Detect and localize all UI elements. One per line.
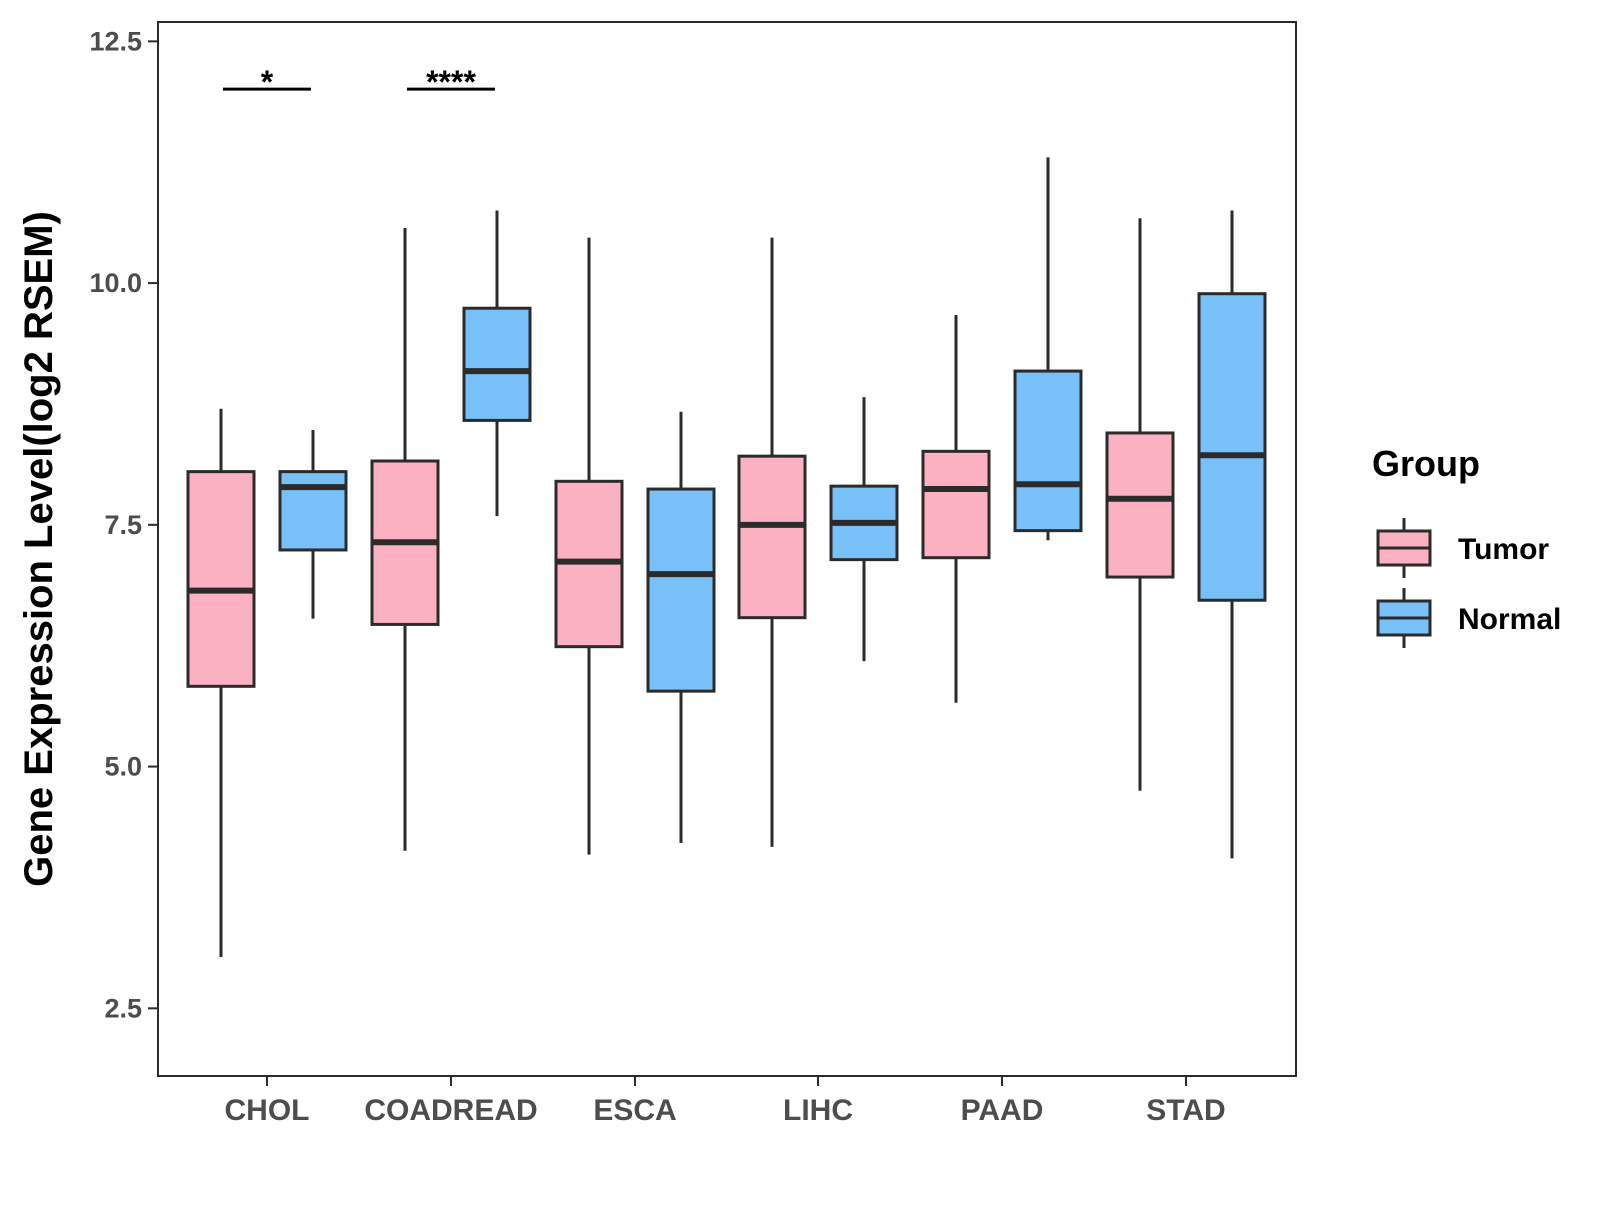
box-normal-coadread [462, 210, 532, 517]
x-tick-label: CHOL [225, 1094, 310, 1127]
y-tick-label: 7.5 [104, 510, 142, 540]
significance-annotations: * **** [223, 64, 495, 100]
legend-item-tumor: Tumor [1376, 518, 1549, 578]
y-tick-label: 5.0 [104, 752, 142, 782]
plot-panel-border [157, 21, 1297, 1077]
box-tumor-paad [921, 314, 991, 703]
box-normal-paad [1013, 157, 1083, 541]
iqr-box [1105, 431, 1175, 579]
box-normal-esca [646, 411, 716, 843]
box-normal-lihc [829, 397, 899, 662]
box-tumor-stad [1105, 218, 1175, 791]
x-tick-label: ESCA [593, 1094, 676, 1127]
legend-label: Normal [1458, 603, 1561, 636]
x-tick-label: COADREAD [364, 1094, 537, 1127]
significance-chol: * [223, 64, 311, 100]
box-tumor-chol [186, 408, 256, 958]
significance-coadread: **** [407, 64, 495, 100]
legend-label: Tumor [1458, 533, 1549, 566]
iqr-box [737, 454, 807, 620]
box-tumor-coadread [370, 227, 440, 851]
significance-label: **** [426, 64, 476, 100]
x-tick-label: STAD [1146, 1094, 1225, 1127]
y-tick-label: 10.0 [89, 268, 142, 298]
x-tick-label: LIHC [783, 1094, 853, 1127]
y-tick-label: 12.5 [89, 26, 142, 56]
y-axis-title: Gene Expression Level(log2 RSEM) [17, 211, 61, 887]
plot-area [186, 157, 1267, 958]
iqr-box [1197, 292, 1267, 602]
significance-label: * [261, 64, 274, 100]
axes: 2.5 5.0 7.5 10.0 12.5 CHOL COADREAD ESCA LIHC PAA… [17, 21, 1297, 1127]
legend-item-normal: Normal [1376, 588, 1561, 648]
iqr-box [921, 449, 991, 560]
box-tumor-esca [554, 237, 624, 855]
legend-title: Group [1372, 443, 1480, 484]
iqr-box [462, 306, 532, 422]
iqr-box [646, 487, 716, 693]
iqr-box [186, 470, 256, 688]
x-tick-label: PAAD [961, 1094, 1044, 1127]
y-tick-label: 2.5 [104, 993, 142, 1023]
legend: Group Tumor Normal [1372, 443, 1561, 648]
box-normal-chol [278, 430, 348, 619]
box-tumor-lihc [737, 237, 807, 847]
iqr-box [1013, 369, 1083, 533]
box-normal-stad [1197, 210, 1267, 859]
iqr-box [278, 470, 348, 552]
